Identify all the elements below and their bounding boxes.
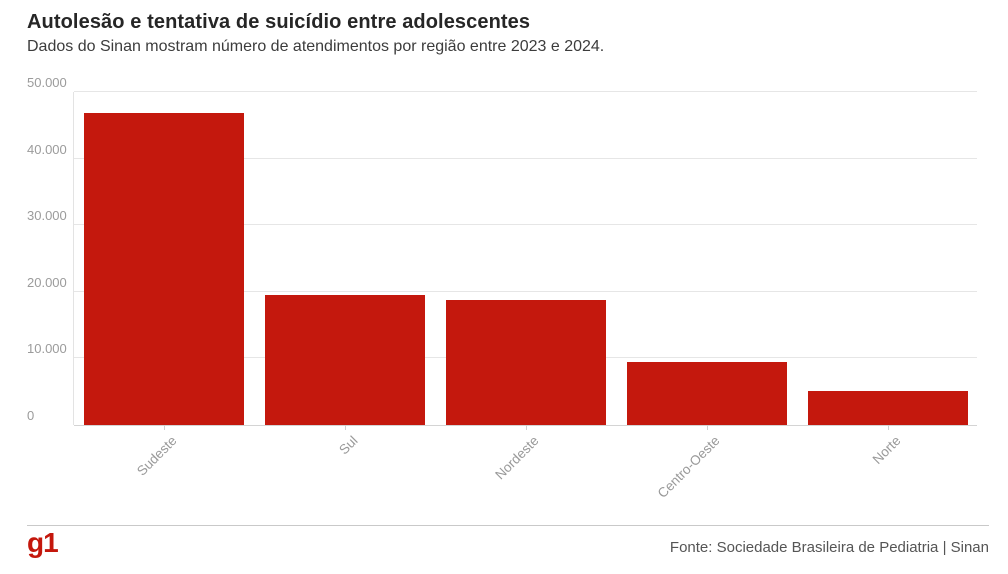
y-axis-label-10000: 10.000 [27, 341, 67, 357]
x-tick-norte [887, 425, 889, 430]
y-axis-label-20000: 20.000 [27, 274, 67, 290]
plot-area [73, 91, 977, 430]
chart-subtitle: Dados do Sinan mostram número de atendim… [27, 38, 605, 55]
x-axis-label-sudeste: Sudeste [134, 433, 180, 479]
x-tick-sudeste [164, 425, 166, 430]
x-axis-label-centro-oeste: Centro-Oeste [654, 433, 723, 501]
g1-logo[interactable]: g1 [27, 527, 59, 558]
bar-centro-oeste[interactable] [626, 361, 787, 425]
x-tick-centro-oeste [706, 425, 708, 430]
footer-divider [27, 525, 989, 526]
gridline-50000 [74, 91, 977, 92]
y-axis-label-40000: 40.000 [27, 141, 67, 157]
bar-sul[interactable] [265, 295, 426, 425]
y-axis-label-50000: 50.000 [27, 75, 67, 90]
x-axis-line [74, 425, 977, 426]
x-tick-nordeste [526, 425, 527, 430]
y-axis-label-30000: 30.000 [27, 208, 67, 224]
gridline-30000 [74, 224, 977, 226]
source-credit: Fonte: Sociedade Brasileira de Pediatria… [669, 539, 989, 556]
x-axis-label-sul: Sul [336, 433, 361, 458]
x-axis-label-norte: Norte [869, 433, 904, 467]
chart-title: Autolesão e tentativa de suicídio entre … [27, 11, 531, 33]
bar-norte[interactable] [807, 391, 968, 425]
gridline-20000 [74, 290, 977, 292]
x-axis-label-nordeste: Nordeste [492, 433, 542, 483]
bar-sudeste[interactable] [84, 112, 245, 425]
y-axis-label-0: 0 [27, 408, 35, 423]
bar-nordeste[interactable] [446, 300, 606, 425]
x-tick-sul [345, 425, 347, 430]
gridline-40000 [74, 157, 977, 159]
